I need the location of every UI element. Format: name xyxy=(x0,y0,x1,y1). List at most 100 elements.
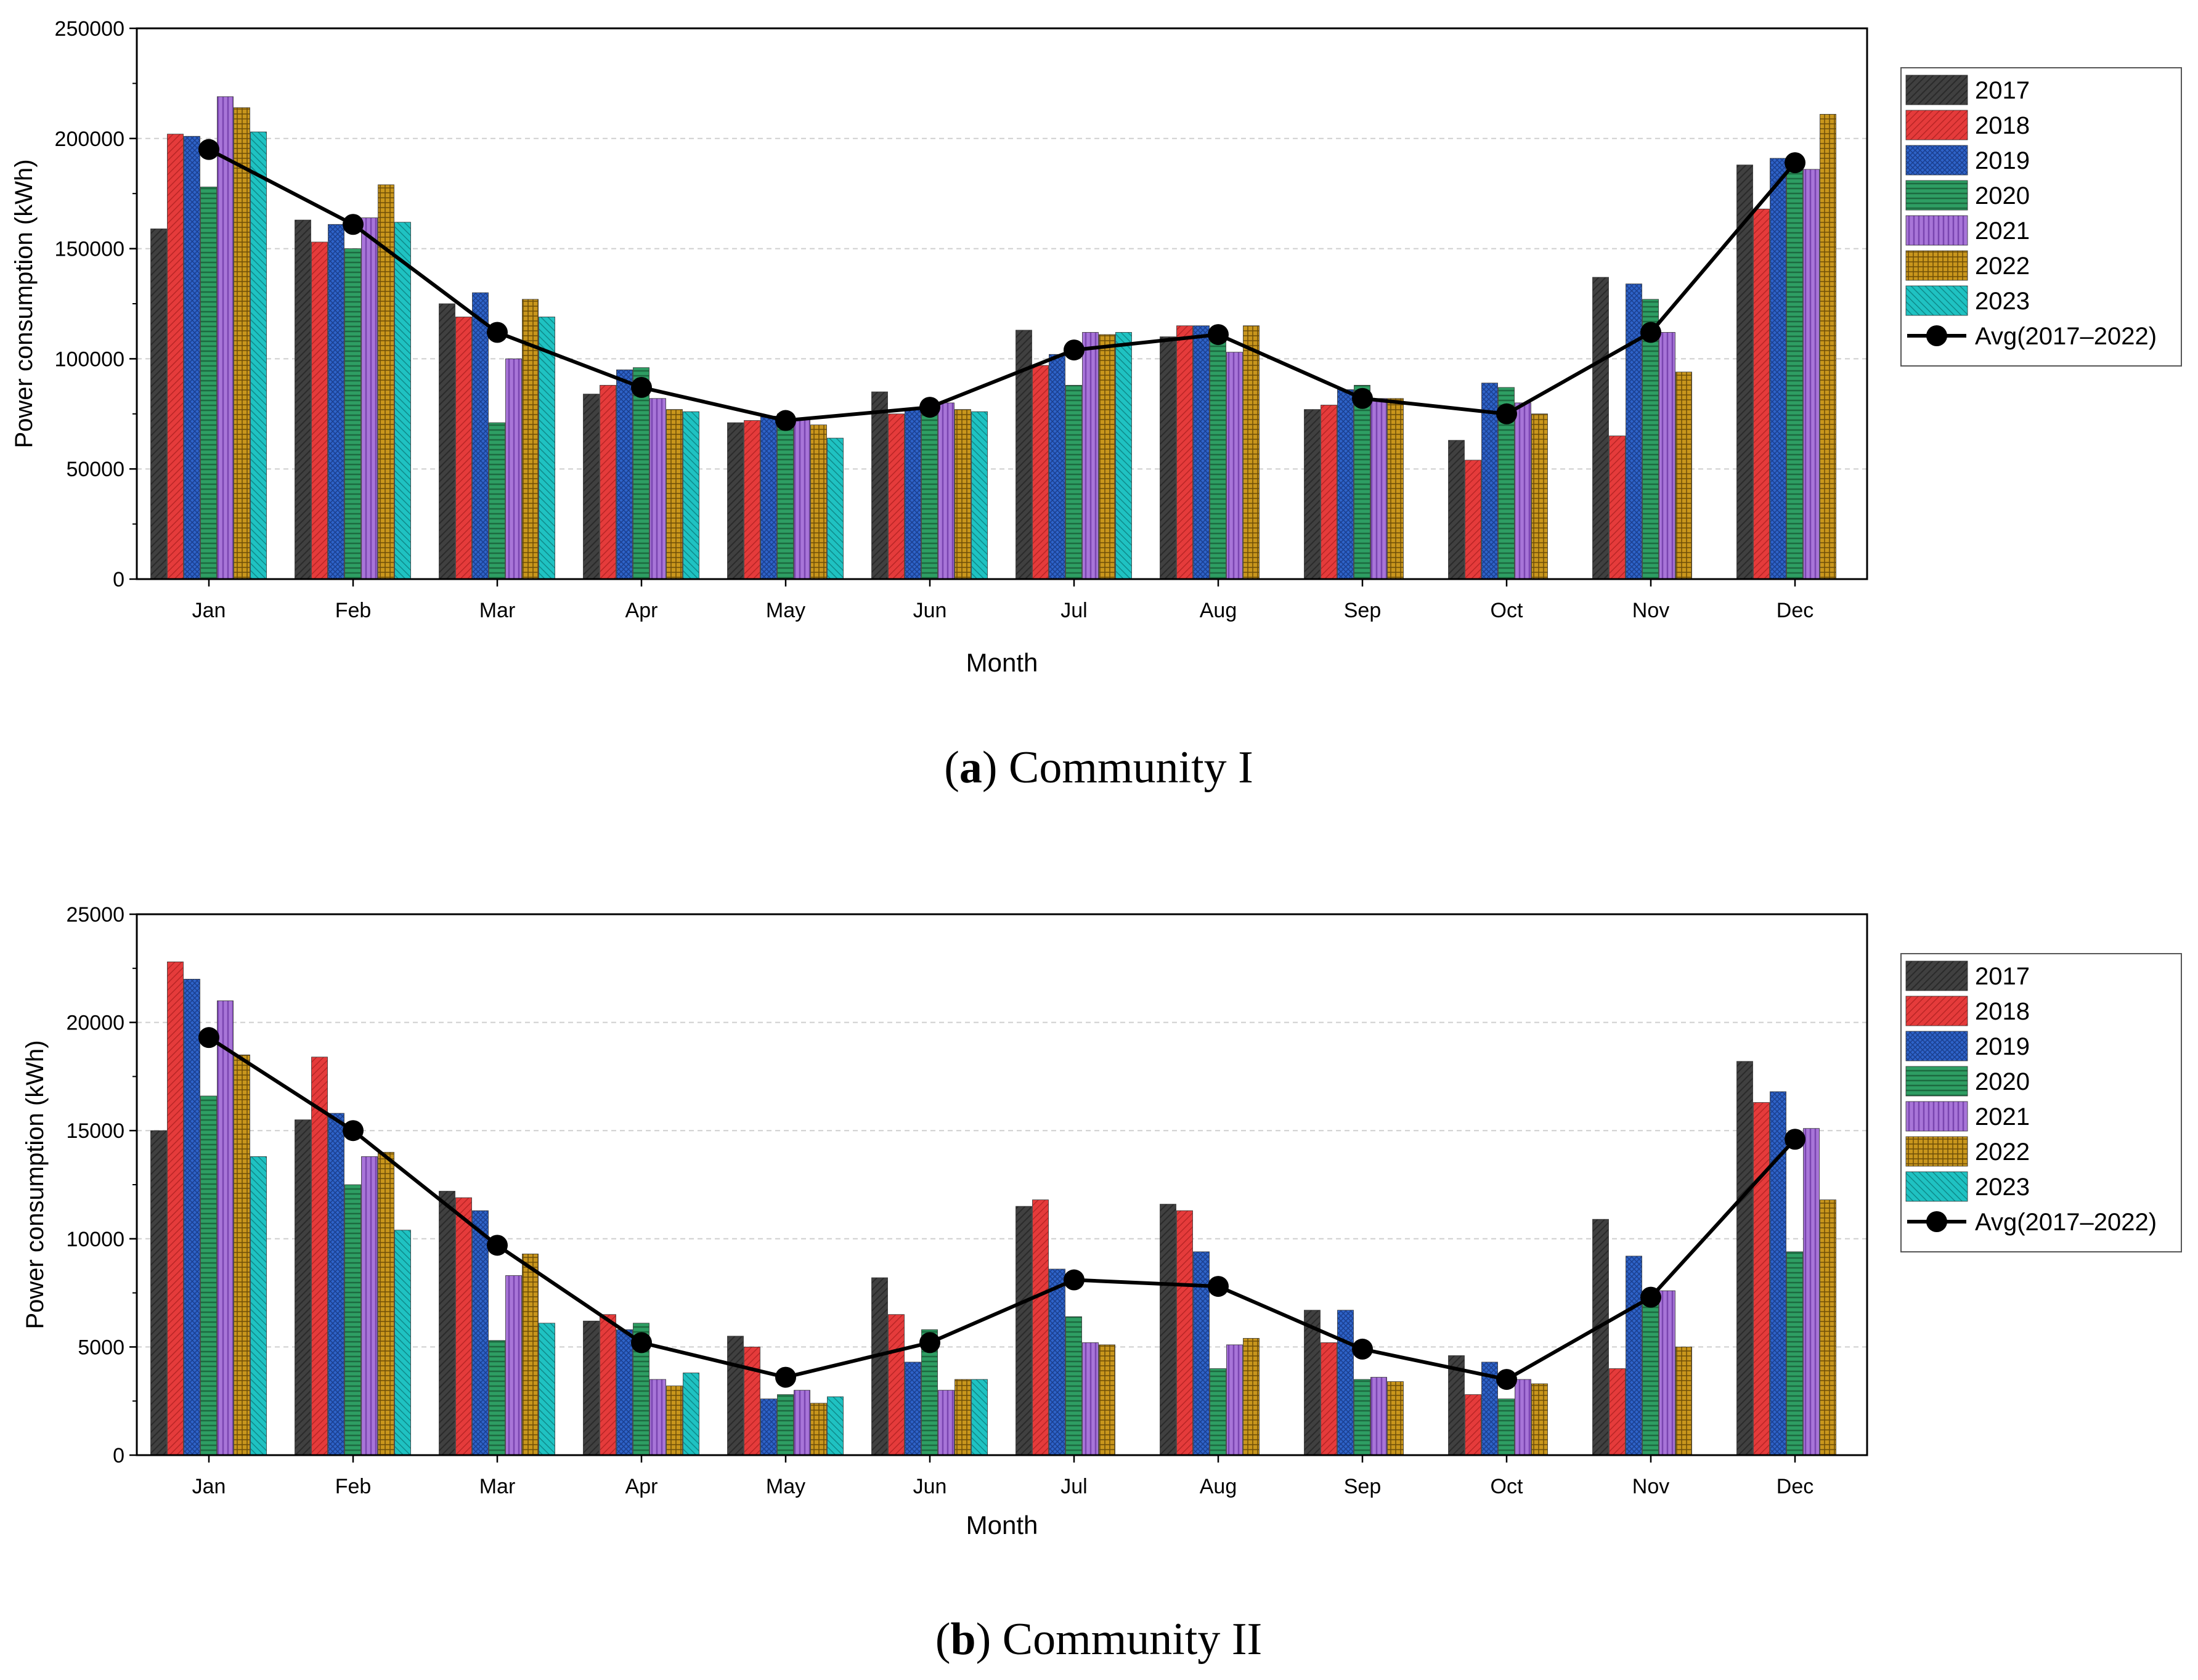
bar-2019-Apr xyxy=(616,369,633,580)
bar-2022-Aug xyxy=(1243,1337,1260,1456)
bar-2018-Aug xyxy=(1176,325,1193,580)
average-point-Sep xyxy=(1352,1338,1373,1360)
y-tick-label: 5000 xyxy=(78,1336,124,1359)
bar-2022-Oct xyxy=(1531,1383,1548,1456)
x-tick-label-Oct: Oct xyxy=(1491,1475,1523,1498)
bar-2020-Dec xyxy=(1786,160,1803,580)
bar-2021-Oct xyxy=(1515,1379,1531,1456)
bar-2018-Apr xyxy=(600,384,616,580)
average-point-Jun xyxy=(919,1332,940,1353)
bar-2018-Apr xyxy=(600,1314,616,1456)
bar-2019-Nov xyxy=(1626,1256,1642,1456)
bar-2022-Apr xyxy=(666,1386,683,1456)
bar-2018-May xyxy=(744,420,760,580)
bar-2018-Mar xyxy=(455,317,472,580)
bar-2019-Dec xyxy=(1770,158,1786,580)
bar-2021-Oct xyxy=(1515,402,1531,580)
bar-2022-May xyxy=(810,1403,827,1456)
bar-2020-Aug xyxy=(1210,341,1226,580)
bar-2022-Aug xyxy=(1243,325,1260,580)
bar-2021-Jan xyxy=(217,96,234,580)
bar-2021-Dec xyxy=(1803,169,1820,580)
bar-2023-Mar xyxy=(539,1323,555,1456)
bar-2019-Aug xyxy=(1193,1251,1210,1456)
y-tick-label: 0 xyxy=(113,568,124,591)
bar-2017-Jan xyxy=(150,1130,167,1456)
x-axis-label: Month xyxy=(966,648,1038,677)
legend-label-average: Avg(2017–2022) xyxy=(1975,1209,2157,1236)
legend-label-average: Avg(2017–2022) xyxy=(1975,323,2157,350)
x-tick-label-Feb: Feb xyxy=(335,1475,372,1498)
x-tick-label-Nov: Nov xyxy=(1632,599,1669,622)
bar-2021-Aug xyxy=(1226,352,1243,580)
bar-2019-Apr xyxy=(616,1329,633,1456)
bar-2021-Nov xyxy=(1659,1290,1675,1456)
bar-2023-Jun xyxy=(971,1379,988,1456)
average-point-May xyxy=(775,410,796,431)
average-line xyxy=(208,1036,1797,1382)
bar-2023-Feb xyxy=(394,222,411,580)
bar-2017-Dec xyxy=(1736,1061,1753,1456)
x-tick-label-Jun: Jun xyxy=(913,1475,947,1498)
bar-2019-Sep xyxy=(1337,1310,1354,1456)
legend-swatch-2019 xyxy=(1905,1031,1968,1061)
average-point-May xyxy=(775,1366,796,1388)
bar-2018-Nov xyxy=(1609,1368,1626,1456)
average-point-Apr xyxy=(631,1332,652,1353)
bar-2018-Jul xyxy=(1032,365,1049,580)
bar-2018-Oct xyxy=(1465,460,1481,580)
legend-swatch-2023 xyxy=(1905,285,1968,316)
bar-2018-Jan xyxy=(167,961,184,1456)
x-tick-label-Mar: Mar xyxy=(479,599,516,622)
bar-2017-Jun xyxy=(871,391,888,580)
legend-swatch-2020 xyxy=(1905,1066,1968,1097)
average-point-Jun xyxy=(919,397,940,418)
legend-label-2023: 2023 xyxy=(1975,288,2030,315)
bar-2021-Feb xyxy=(361,1156,378,1456)
bar-2019-Feb xyxy=(328,1113,344,1456)
bar-2017-Aug xyxy=(1160,336,1176,580)
bar-2020-Feb xyxy=(344,1184,361,1456)
bar-2023-Mar xyxy=(539,317,555,580)
bar-2020-Sep xyxy=(1354,1379,1370,1456)
y-tick-label: 25000 xyxy=(66,903,124,927)
bar-2021-Sep xyxy=(1370,1377,1387,1456)
bar-2023-Jan xyxy=(250,131,267,580)
legend-marker-average xyxy=(1926,325,1947,346)
bar-2017-May xyxy=(727,422,744,580)
bar-2023-Jan xyxy=(250,1156,267,1456)
average-point-Jan xyxy=(198,139,219,160)
legend: 2017 2018 2019 2020 2021 2022 2023 Avg(2017–202… xyxy=(1900,67,2182,367)
bar-2019-Nov xyxy=(1626,283,1642,580)
bar-2023-Apr xyxy=(683,1373,699,1456)
bar-2022-Oct xyxy=(1531,413,1548,580)
x-tick-label-Aug: Aug xyxy=(1200,599,1237,622)
bar-2023-May xyxy=(827,437,844,580)
bar-2017-Sep xyxy=(1304,409,1321,580)
bar-2019-Oct xyxy=(1481,383,1498,580)
bar-2017-Feb xyxy=(295,1119,311,1456)
average-point-Aug xyxy=(1208,324,1229,346)
average-line xyxy=(208,148,1797,423)
bar-2021-Feb xyxy=(361,217,378,580)
legend-label-2017: 2017 xyxy=(1975,77,2030,104)
bar-2022-Jan xyxy=(234,1054,250,1456)
bar-2022-Feb xyxy=(378,1151,394,1456)
legend-label-2017: 2017 xyxy=(1975,963,2030,990)
average-point-Nov xyxy=(1640,322,1661,343)
average-point-Feb xyxy=(343,1120,364,1142)
legend: 2017 2018 2019 2020 2021 2022 2023 Avg(2017–202… xyxy=(1900,953,2182,1252)
chart-panel-community-2: 0 5000 10000 15000 20000 25000 Jan Feb Mar Apr May… xyxy=(22,903,2182,1540)
bar-2021-Apr xyxy=(649,1379,666,1456)
legend-label-2018: 2018 xyxy=(1975,112,2030,139)
legend-marker-average xyxy=(1926,1211,1947,1232)
bar-2021-Dec xyxy=(1803,1128,1820,1456)
bar-2022-Mar xyxy=(522,1253,539,1456)
bar-2017-Feb xyxy=(295,219,311,580)
y-tick-label: 100000 xyxy=(55,347,124,371)
bar-2018-Oct xyxy=(1465,1394,1481,1456)
y-tick-label: 200000 xyxy=(55,128,124,151)
bar-2017-Nov xyxy=(1592,277,1609,580)
y-tick-label: 250000 xyxy=(55,17,124,41)
